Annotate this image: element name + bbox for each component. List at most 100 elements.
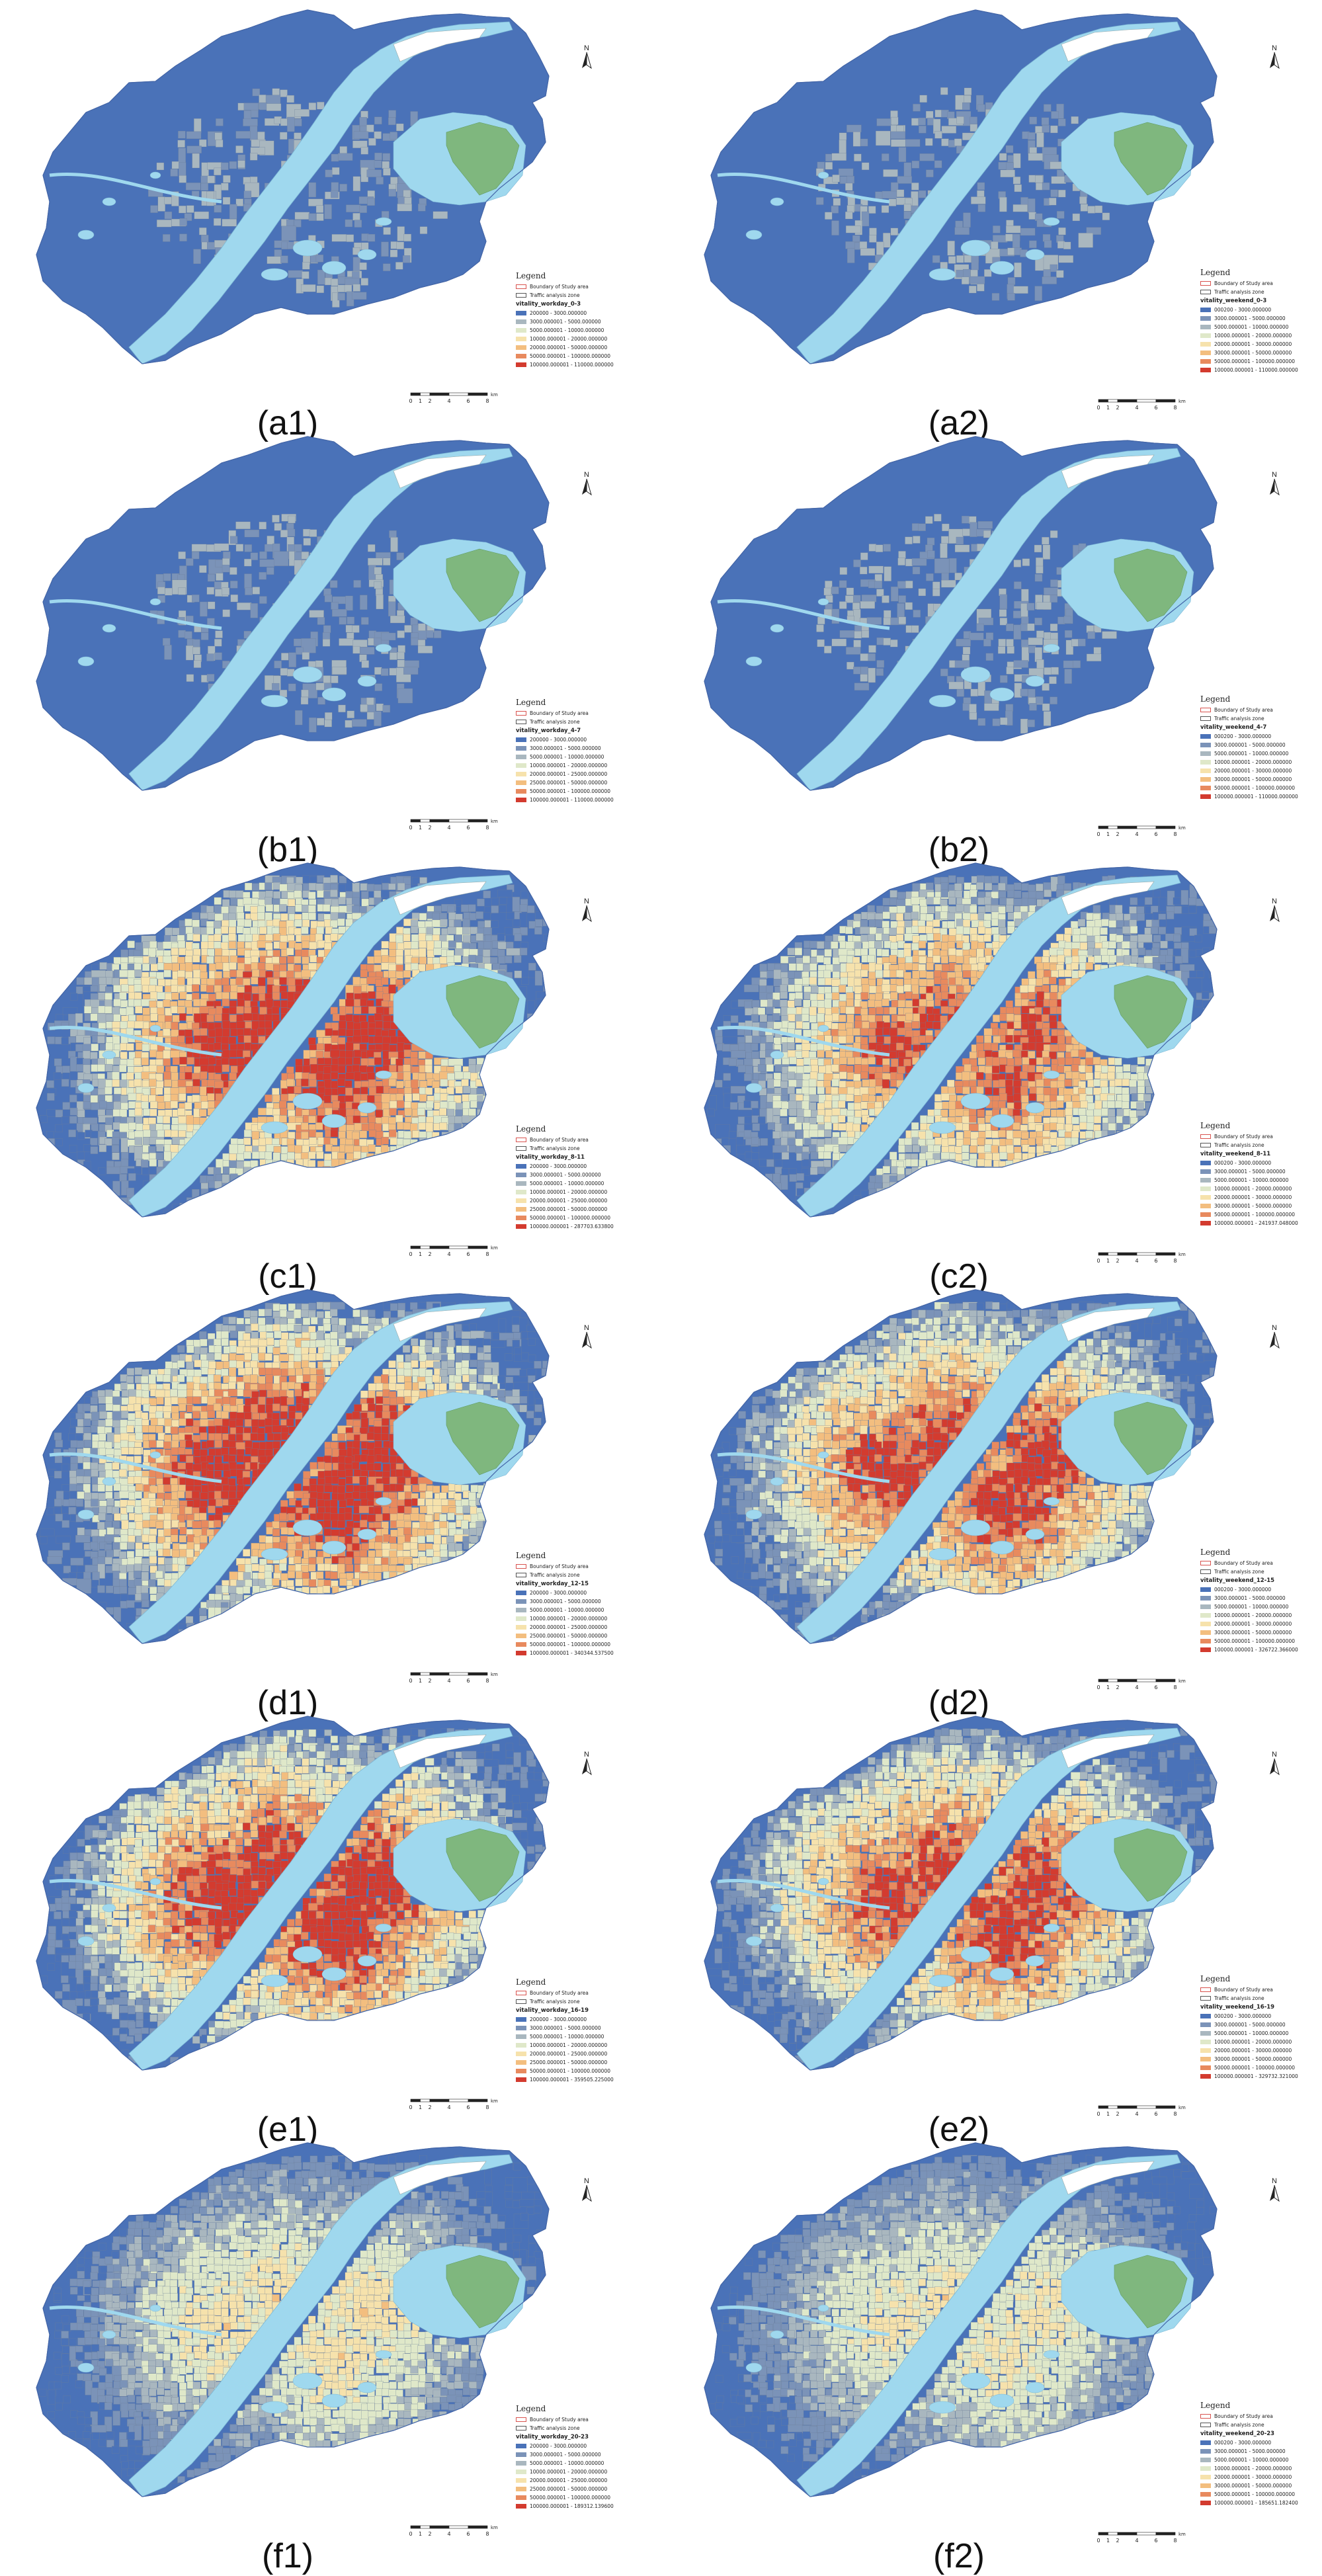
scale-tick-label: 4	[1135, 831, 1138, 837]
legend-class-label: 000200 - 3000.000000	[1214, 2440, 1272, 2446]
legend-class-label: 20000.000001 - 25000.000000	[530, 771, 608, 777]
scale-tick-label: 8	[1173, 831, 1177, 837]
legend-class-label: 50000.000001 - 100000.000000	[530, 353, 610, 359]
study-boundary	[704, 862, 1218, 1218]
scale-tick-label: 8	[485, 398, 489, 404]
legend-boundary-label: Boundary of Study area	[1214, 280, 1273, 286]
scale-bar: 0 1 2 4 6 8km	[1096, 2105, 1186, 2117]
green-area	[446, 122, 520, 196]
scale-segment	[468, 2098, 488, 2102]
green-area	[446, 1401, 520, 1475]
legend-field-name: vitality_weekend_20-23	[1200, 2431, 1275, 2437]
legend-class-swatch	[1200, 2074, 1211, 2079]
legend-class-swatch	[1200, 1212, 1211, 1217]
north-label: N	[1272, 897, 1277, 905]
legend-title: Legend	[1200, 268, 1231, 277]
lake	[261, 1121, 288, 1134]
map-legend: Legend Boundary of Study area Traffic an…	[1200, 2401, 1313, 2507]
scale-tick-label: 2	[1116, 2538, 1119, 2544]
city-map	[704, 1716, 1218, 2071]
legend-class-swatch	[1200, 2022, 1211, 2027]
legend-class-swatch	[516, 1224, 526, 1229]
lake	[102, 1903, 116, 1913]
scale-segment	[1108, 1252, 1118, 1256]
scale-segment	[420, 392, 431, 396]
legend-class-entry: 50000.000001 - 100000.000000	[516, 2067, 628, 2075]
map-legend: Legend Boundary of Study area Traffic an…	[516, 271, 628, 369]
lake	[357, 2382, 377, 2393]
legend-class-entry: 50000.000001 - 100000.000000	[516, 1640, 628, 1649]
legend-class-swatch	[516, 746, 526, 751]
map-panel-d2: N Legend Boundary of Study area Traffic …	[671, 1283, 1319, 1690]
legend-class-label: 20000.000001 - 25000.000000	[530, 2051, 608, 2057]
legend-class-swatch	[1200, 1161, 1211, 1165]
lake	[77, 1509, 95, 1520]
map-legend: Legend Boundary of Study area Traffic an…	[516, 1551, 628, 1657]
legend-class-label: 10000.000001 - 20000.000000	[530, 336, 608, 342]
legend-class-entry: 25000.000001 - 50000.000000	[516, 1632, 628, 1640]
scale-segment	[1117, 825, 1137, 829]
legend-class-entry: 10000.000001 - 20000.000000	[1200, 2038, 1313, 2046]
lake	[149, 1878, 161, 1886]
legend-title: Legend	[1200, 694, 1231, 704]
legend-class-entry: 10000.000001 - 20000.000000	[1200, 2464, 1313, 2473]
scale-tick-label: 1	[1106, 1258, 1110, 1264]
legend-class-swatch	[516, 1591, 526, 1595]
map-legend: Legend Boundary of Study area Traffic an…	[1200, 1121, 1313, 1227]
legend-boundary-entry: Boundary of Study area	[516, 282, 628, 291]
map-legend: Legend Boundary of Study area Traffic an…	[1200, 268, 1313, 374]
legend-class-swatch	[1200, 1221, 1211, 1226]
lake	[817, 1878, 829, 1886]
legend-taz-label: Traffic analysis zone	[530, 719, 580, 725]
legend-class-swatch	[516, 1616, 526, 1621]
scale-tick-label: 1	[419, 1678, 422, 1684]
river-island	[1061, 28, 1155, 62]
north-label: N	[1272, 1751, 1277, 1759]
legend-title: Legend	[516, 1977, 546, 1987]
north-arrow-icon: N	[1270, 471, 1280, 496]
scale-tick-label: 6	[1154, 1258, 1157, 1264]
scale-segment	[1136, 399, 1157, 403]
legend-class-swatch	[516, 1173, 526, 1177]
legend-class-swatch	[516, 1634, 526, 1638]
legend-class-swatch	[1200, 786, 1211, 790]
legend-class-swatch	[1200, 325, 1211, 329]
scale-segment	[410, 1672, 421, 1676]
city-map	[704, 862, 1218, 1218]
legend-class-swatch	[516, 1216, 526, 1220]
taz-swatch	[516, 1573, 526, 1577]
legend-class-entry: 3000.000001 - 5000.000000	[1200, 1594, 1313, 1602]
lake	[357, 1955, 377, 1967]
legend-class-label: 20000.000001 - 30000.000000	[1214, 341, 1292, 347]
scale-tick-label: 4	[447, 2104, 450, 2110]
legend-class-entry: 000200 - 3000.000000	[1200, 1585, 1313, 1594]
north-arrow: N	[1266, 896, 1282, 928]
legend-class-label: 100000.000001 - 241937.048000	[1214, 1220, 1298, 1226]
legend-class-swatch	[1200, 316, 1211, 321]
scale-tick-label: 2	[1116, 1258, 1119, 1264]
river-island	[1061, 1734, 1155, 1768]
map-panel-b2: N Legend Boundary of Study area Traffic …	[671, 430, 1319, 837]
legend-class-entry: 5000.000001 - 10000.000000	[1200, 2456, 1313, 2464]
legend-title: Legend	[1200, 1548, 1231, 1557]
scale-tick-label: 1	[1106, 2538, 1110, 2544]
legend-class-label: 10000.000001 - 20000.000000	[1214, 2466, 1292, 2472]
legend-class-swatch	[516, 1599, 526, 1604]
scale-tick-label: 0	[409, 1251, 412, 1257]
legend-class-entry: 10000.000001 - 20000.000000	[516, 1614, 628, 1623]
taz-swatch	[516, 2426, 526, 2431]
lake	[745, 656, 763, 667]
yangtze-river	[128, 2154, 513, 2497]
legend-class-swatch	[1200, 359, 1211, 364]
legend-boundary-entry: Boundary of Study area	[1200, 1985, 1313, 1994]
lake	[745, 1509, 763, 1520]
legend-class-swatch	[516, 362, 526, 367]
legend-class-entry: 000200 - 3000.000000	[1200, 2438, 1313, 2447]
yangtze-river	[128, 21, 513, 364]
scale-bar: 0 1 2 4 6 8km	[409, 392, 498, 404]
city-map	[36, 1716, 550, 2071]
scale-tick-label: 2	[428, 1251, 431, 1257]
legend-class-label: 50000.000001 - 100000.000000	[1214, 2491, 1295, 2497]
han-river	[49, 599, 222, 630]
legend-class-swatch	[516, 2470, 526, 2474]
